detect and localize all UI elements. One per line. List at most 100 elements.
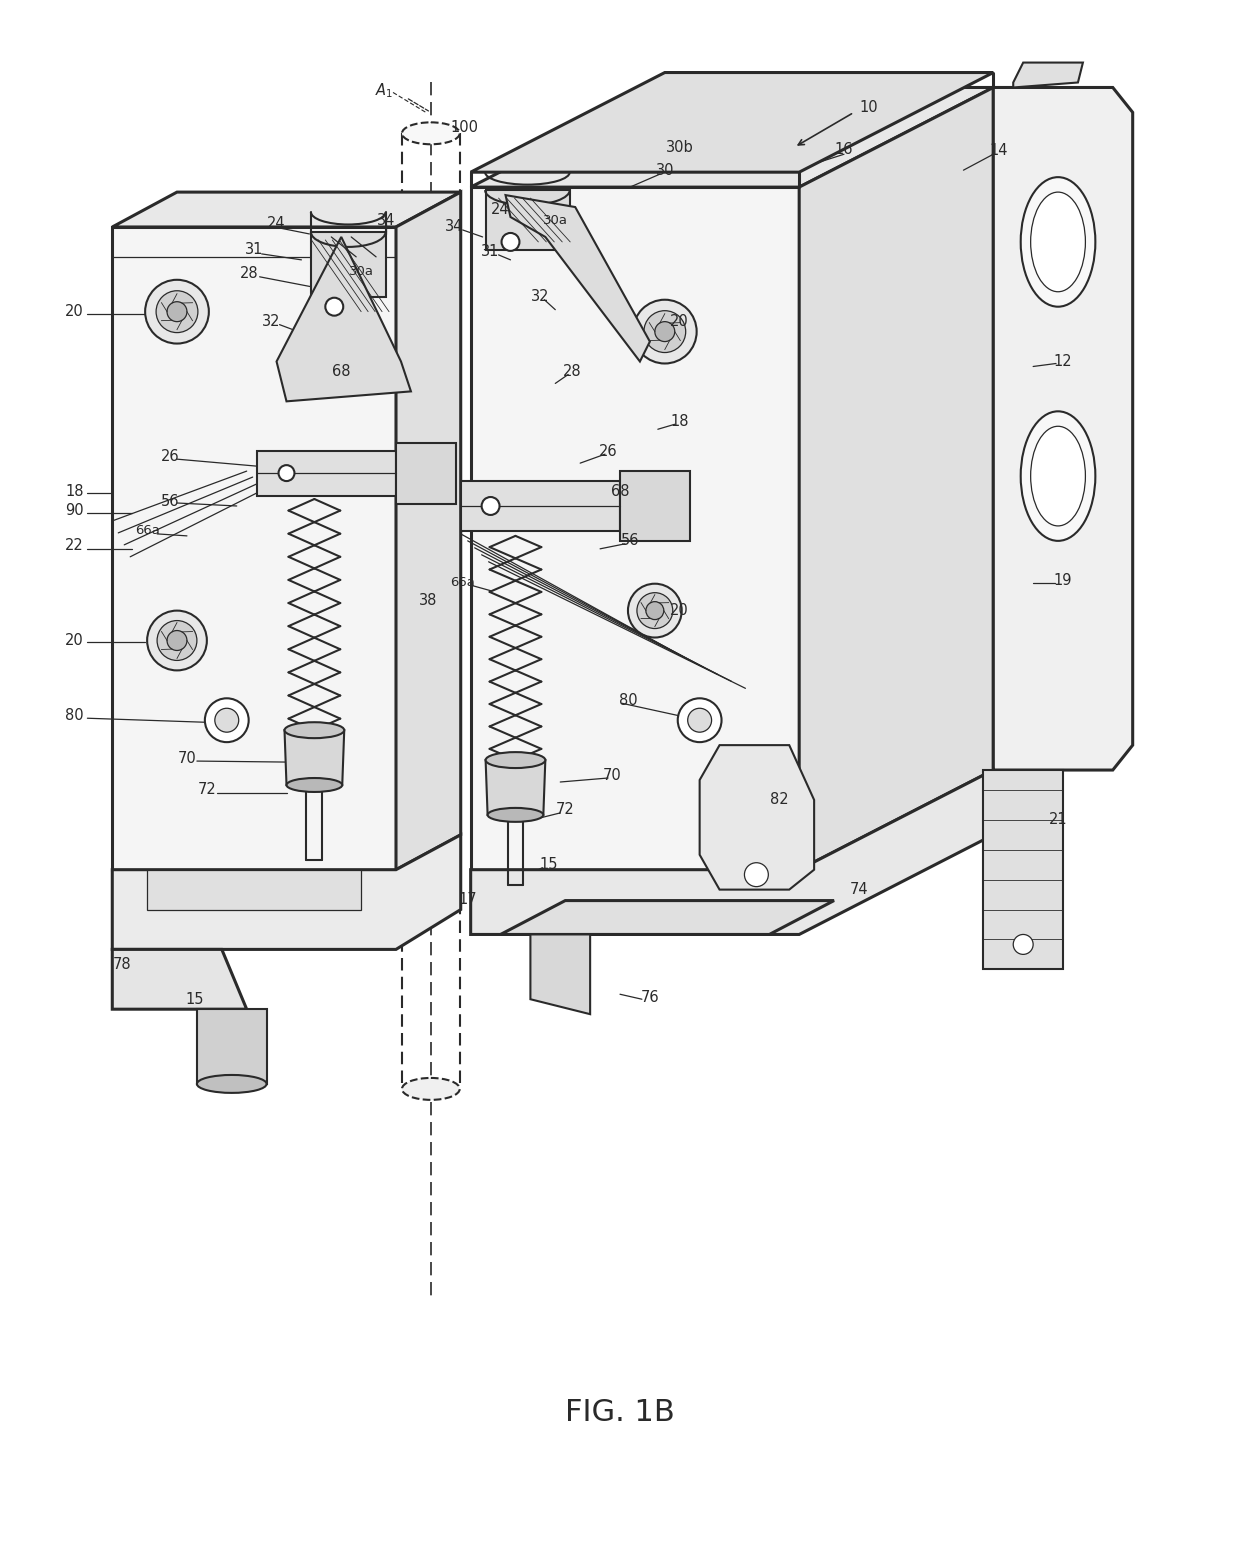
- Polygon shape: [461, 482, 620, 530]
- Circle shape: [481, 497, 500, 515]
- Polygon shape: [1013, 63, 1083, 88]
- Polygon shape: [148, 870, 361, 910]
- Text: 20: 20: [671, 604, 689, 618]
- Circle shape: [167, 630, 187, 651]
- Polygon shape: [396, 443, 456, 504]
- Circle shape: [744, 863, 769, 887]
- Text: 34: 34: [377, 213, 396, 227]
- Text: 72: 72: [197, 782, 216, 798]
- Text: 80: 80: [619, 693, 637, 708]
- Circle shape: [644, 311, 686, 352]
- Text: 15: 15: [539, 857, 558, 873]
- Text: 66a: 66a: [135, 524, 160, 538]
- Polygon shape: [983, 769, 1063, 970]
- Circle shape: [655, 322, 675, 341]
- Circle shape: [501, 233, 520, 250]
- Circle shape: [215, 708, 239, 732]
- Text: 20: 20: [64, 303, 84, 319]
- Text: 10: 10: [859, 100, 878, 114]
- Circle shape: [157, 621, 197, 660]
- Text: 28: 28: [563, 364, 582, 378]
- Circle shape: [1013, 934, 1033, 954]
- Circle shape: [325, 297, 343, 316]
- Text: 72: 72: [556, 802, 574, 818]
- Polygon shape: [257, 450, 396, 496]
- Polygon shape: [620, 471, 689, 541]
- Text: 70: 70: [177, 751, 196, 766]
- Polygon shape: [531, 934, 590, 1013]
- Polygon shape: [800, 88, 993, 870]
- Text: 26: 26: [599, 444, 618, 458]
- Text: 30a: 30a: [348, 266, 373, 278]
- Polygon shape: [113, 949, 247, 1009]
- Ellipse shape: [284, 723, 345, 738]
- Ellipse shape: [1021, 177, 1095, 307]
- Ellipse shape: [486, 752, 546, 768]
- Text: 28: 28: [241, 266, 259, 282]
- Circle shape: [627, 583, 682, 638]
- Polygon shape: [113, 227, 396, 870]
- Polygon shape: [486, 760, 546, 815]
- Text: 56: 56: [621, 533, 639, 549]
- Polygon shape: [506, 196, 650, 361]
- Polygon shape: [699, 744, 815, 890]
- Text: 30b: 30b: [666, 139, 693, 155]
- Ellipse shape: [1030, 427, 1085, 526]
- Text: 76: 76: [641, 990, 660, 1004]
- Polygon shape: [197, 1009, 267, 1084]
- Text: 17: 17: [459, 891, 477, 907]
- Text: 20: 20: [64, 633, 84, 647]
- Polygon shape: [486, 191, 570, 250]
- Ellipse shape: [286, 777, 342, 791]
- Ellipse shape: [487, 809, 543, 821]
- Polygon shape: [113, 192, 461, 227]
- Polygon shape: [113, 835, 461, 949]
- Text: 68: 68: [611, 483, 629, 499]
- Text: 34: 34: [445, 219, 463, 235]
- Circle shape: [646, 602, 663, 619]
- Text: 18: 18: [66, 483, 84, 499]
- Circle shape: [205, 698, 249, 743]
- Text: 80: 80: [66, 708, 84, 723]
- Text: 68: 68: [332, 364, 351, 378]
- Text: 38: 38: [419, 593, 438, 608]
- Text: 24: 24: [491, 202, 510, 216]
- Text: 32: 32: [531, 289, 549, 305]
- Text: 31: 31: [244, 242, 263, 258]
- Ellipse shape: [402, 122, 460, 144]
- Text: 22: 22: [64, 538, 84, 554]
- Text: $A_1$: $A_1$: [374, 81, 393, 100]
- Text: 21: 21: [1049, 812, 1068, 827]
- Text: 70: 70: [603, 768, 621, 782]
- Circle shape: [632, 300, 697, 363]
- Ellipse shape: [1021, 411, 1095, 541]
- Text: 19: 19: [1054, 574, 1073, 588]
- Text: 90: 90: [66, 504, 84, 519]
- Circle shape: [145, 280, 208, 344]
- Circle shape: [148, 610, 207, 671]
- Text: 20: 20: [671, 314, 689, 328]
- Text: 24: 24: [268, 216, 286, 231]
- Text: 56: 56: [161, 494, 180, 508]
- Text: 16: 16: [835, 142, 853, 156]
- Circle shape: [688, 708, 712, 732]
- Text: 31: 31: [481, 244, 500, 260]
- Text: 74: 74: [849, 882, 868, 898]
- Text: 12: 12: [1054, 353, 1073, 369]
- Text: 18: 18: [671, 414, 689, 429]
- Ellipse shape: [197, 1074, 267, 1093]
- Text: 66a: 66a: [450, 576, 475, 590]
- Polygon shape: [471, 88, 993, 188]
- Polygon shape: [284, 730, 345, 785]
- Circle shape: [156, 291, 198, 333]
- Circle shape: [279, 465, 294, 482]
- Text: FIG. 1B: FIG. 1B: [565, 1398, 675, 1428]
- Circle shape: [678, 698, 722, 743]
- Polygon shape: [311, 231, 386, 297]
- Circle shape: [167, 302, 187, 322]
- Text: 14: 14: [990, 142, 1008, 158]
- Text: 30: 30: [656, 163, 675, 178]
- Polygon shape: [471, 72, 993, 172]
- Ellipse shape: [402, 1078, 460, 1099]
- Text: 26: 26: [161, 449, 180, 463]
